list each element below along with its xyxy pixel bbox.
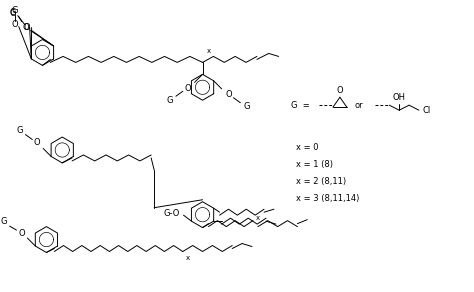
Text: OH: OH	[392, 93, 406, 102]
Text: x = 2 (8,11): x = 2 (8,11)	[296, 177, 346, 186]
Text: G  =: G =	[292, 101, 310, 110]
Text: G: G	[167, 96, 173, 105]
Text: G: G	[9, 8, 16, 17]
Text: x: x	[206, 48, 210, 54]
Text: O: O	[337, 86, 343, 95]
Text: G: G	[11, 6, 18, 15]
Text: O: O	[184, 84, 191, 93]
Text: or: or	[355, 101, 363, 110]
Text: G-O: G-O	[164, 209, 180, 218]
Text: O: O	[11, 20, 18, 29]
Text: x: x	[256, 215, 260, 221]
Text: x = 1 (8): x = 1 (8)	[296, 160, 333, 169]
Text: x: x	[186, 256, 190, 261]
Text: G: G	[0, 217, 7, 226]
Text: x = 3 (8,11,14): x = 3 (8,11,14)	[296, 194, 360, 203]
Text: O: O	[23, 23, 30, 32]
Text: O: O	[34, 138, 41, 147]
Text: O: O	[22, 23, 29, 32]
Text: G: G	[16, 126, 23, 135]
Text: G: G	[243, 102, 249, 111]
Text: O: O	[225, 90, 232, 99]
Text: O: O	[18, 229, 25, 238]
Text: Cl: Cl	[423, 106, 431, 115]
Text: x = 0: x = 0	[296, 143, 319, 152]
Text: G: G	[9, 9, 16, 18]
